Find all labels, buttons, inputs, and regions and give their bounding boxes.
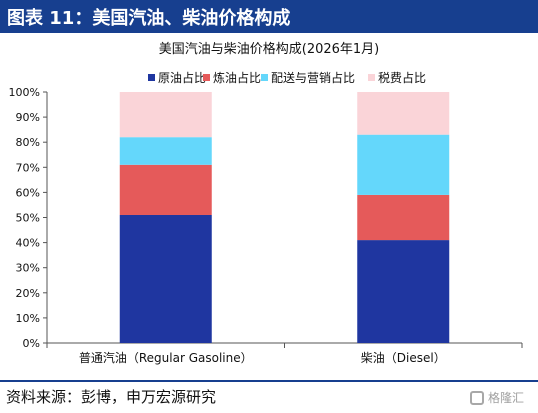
legend-item-taxes: 税费占比 <box>368 69 426 86</box>
figure-title: 图表 11：美国汽油、柴油价格构成 <box>7 8 291 29</box>
legend-item-crude: 原油占比 <box>148 69 206 86</box>
source-note: 资料来源：彭博，申万宏源研究 <box>6 388 217 406</box>
y-tick-label: 20% <box>16 287 40 300</box>
y-tick-label: 100% <box>9 86 40 99</box>
watermark-text: 格隆汇 <box>488 391 525 405</box>
y-tick-label: 70% <box>16 161 40 174</box>
bar-segment-0-2 <box>119 137 212 165</box>
legend-swatch-distribution <box>261 74 268 81</box>
bar-segment-0-0 <box>119 214 212 343</box>
y-tick-label: 60% <box>16 186 40 199</box>
y-tick-label: 0% <box>23 337 40 350</box>
bar-segment-1-1 <box>357 194 450 241</box>
y-tick-label: 90% <box>16 111 40 124</box>
ge-logo-icon <box>470 390 484 405</box>
bar-segment-1-3 <box>357 92 450 135</box>
legend-label-refining: 炼油占比 <box>213 71 262 85</box>
legend-label-crude: 原油占比 <box>158 71 207 85</box>
legend-label-taxes: 税费占比 <box>378 71 427 85</box>
chart-legend: 原油占比 炼油占比 配送与营销占比 税费占比 <box>0 69 538 85</box>
bar-segment-0-1 <box>119 164 212 215</box>
header-bar: 图表 11：美国汽油、柴油价格构成 <box>0 0 538 33</box>
watermark: 格隆汇 <box>470 389 524 406</box>
legend-label-distribution: 配送与营销占比 <box>271 71 356 85</box>
chart-title: 美国汽油与柴油价格构成(2026年1月) <box>158 42 380 57</box>
legend-item-refining: 炼油占比 <box>203 69 261 86</box>
stacked-bar-chart: 0% 10% 20% 30% 40% 50% 60% 70% 80% 90% 100% 普通汽油（Re… <box>9 86 523 365</box>
footer-divider <box>0 380 538 382</box>
x-category-label: 柴油（Diesel） <box>361 351 446 365</box>
bar-segment-0-3 <box>119 92 212 138</box>
legend-swatch-crude <box>148 74 155 81</box>
legend-swatch-taxes <box>368 74 375 81</box>
y-tick-label: 80% <box>16 136 40 149</box>
bar-segment-1-0 <box>357 240 450 343</box>
legend-swatch-refining <box>203 74 210 81</box>
x-category-label: 普通汽油（Regular Gasoline） <box>79 350 253 365</box>
y-tick-label: 30% <box>16 262 40 275</box>
y-tick-label: 50% <box>16 212 40 225</box>
legend-item-distribution: 配送与营销占比 <box>261 69 355 86</box>
y-tick-label: 40% <box>16 237 40 250</box>
bar-segment-1-2 <box>357 134 450 195</box>
y-tick-label: 10% <box>16 312 40 325</box>
